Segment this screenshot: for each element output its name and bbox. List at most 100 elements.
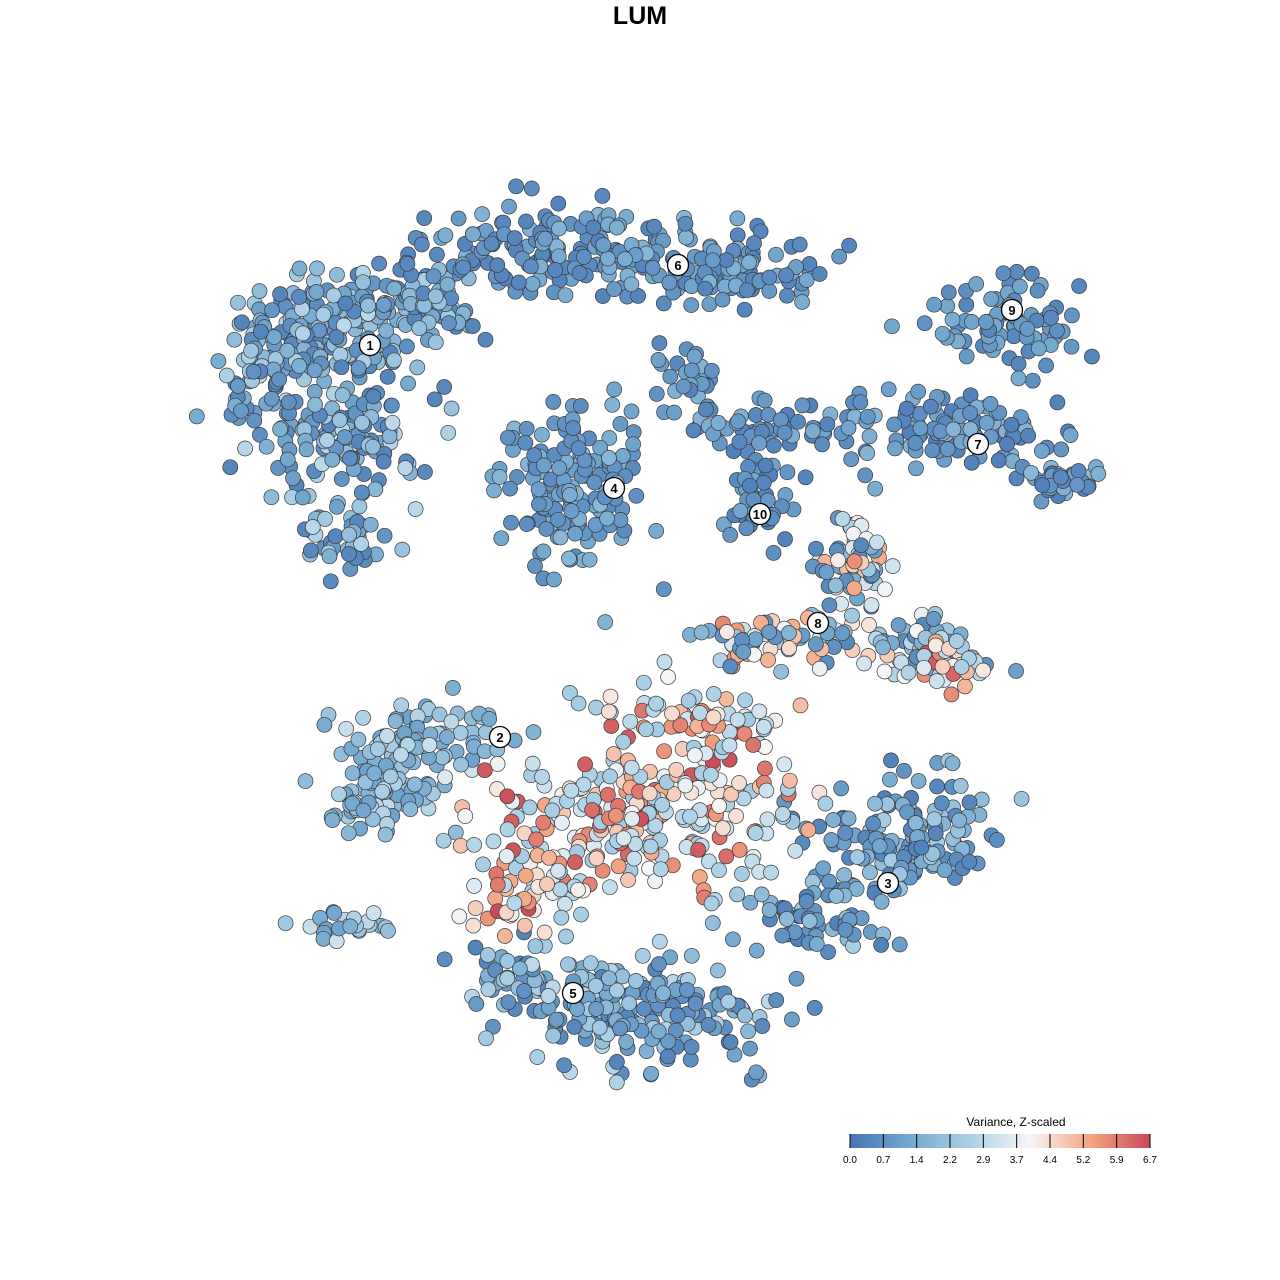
data-point bbox=[437, 227, 454, 244]
data-point bbox=[481, 711, 498, 727]
data-point bbox=[792, 697, 809, 714]
data-point bbox=[731, 775, 747, 791]
data-point bbox=[245, 363, 262, 380]
data-point bbox=[886, 416, 902, 433]
data-point bbox=[342, 918, 359, 935]
data-point bbox=[499, 788, 516, 805]
data-point bbox=[534, 769, 550, 785]
data-point bbox=[863, 597, 880, 613]
data-point bbox=[478, 1030, 494, 1047]
data-point bbox=[466, 836, 482, 853]
data-point bbox=[794, 397, 811, 414]
data-point bbox=[754, 1018, 771, 1034]
data-point bbox=[306, 362, 323, 379]
data-point bbox=[476, 762, 493, 779]
data-point bbox=[344, 795, 361, 812]
data-point bbox=[538, 521, 555, 537]
data-point bbox=[512, 960, 528, 977]
data-point bbox=[737, 1007, 753, 1024]
data-point bbox=[362, 516, 379, 533]
data-point bbox=[963, 314, 980, 330]
data-point bbox=[277, 915, 294, 932]
data-point bbox=[723, 786, 740, 803]
data-point bbox=[1003, 416, 1020, 433]
data-point bbox=[599, 510, 615, 527]
data-point bbox=[675, 378, 692, 395]
data-point bbox=[642, 838, 659, 855]
data-point bbox=[734, 866, 750, 882]
data-point bbox=[873, 893, 890, 910]
data-point bbox=[703, 895, 720, 912]
data-point bbox=[1049, 394, 1066, 411]
data-point bbox=[729, 711, 746, 728]
data-point bbox=[355, 802, 372, 819]
cluster-label: 4 bbox=[610, 481, 618, 496]
data-point bbox=[531, 496, 547, 513]
data-point bbox=[648, 523, 665, 539]
data-point bbox=[518, 213, 534, 230]
data-point bbox=[801, 913, 818, 929]
data-point bbox=[773, 663, 789, 680]
color-legend: 0.0 0.7 1.4 2.2 2.9 3.7 4.4 5.2 5.9 6.7 bbox=[843, 1134, 1157, 1166]
data-point bbox=[550, 511, 566, 528]
data-point bbox=[896, 763, 912, 779]
data-point bbox=[746, 235, 762, 252]
data-point bbox=[546, 571, 562, 588]
data-point bbox=[725, 931, 741, 948]
data-point bbox=[692, 705, 708, 721]
data-point bbox=[768, 992, 785, 1008]
data-point bbox=[545, 1027, 562, 1044]
data-point bbox=[493, 530, 510, 547]
data-point bbox=[794, 294, 810, 310]
data-point bbox=[480, 981, 497, 998]
data-point bbox=[334, 387, 351, 403]
data-point bbox=[506, 230, 523, 246]
data-point bbox=[279, 451, 296, 468]
data-point bbox=[406, 776, 423, 793]
data-point bbox=[365, 905, 382, 921]
data-point bbox=[1034, 443, 1050, 459]
data-point bbox=[1023, 464, 1039, 481]
data-point bbox=[350, 360, 367, 377]
data-point bbox=[615, 733, 632, 750]
data-point bbox=[700, 1017, 717, 1033]
data-point bbox=[570, 695, 587, 712]
data-point bbox=[601, 970, 617, 987]
data-point bbox=[962, 387, 979, 404]
data-point bbox=[609, 982, 625, 999]
data-point bbox=[697, 280, 713, 297]
data-point bbox=[371, 255, 387, 272]
data-point bbox=[264, 302, 280, 319]
data-point bbox=[1033, 493, 1050, 510]
data-point bbox=[524, 275, 541, 292]
data-point bbox=[757, 457, 774, 474]
data-point bbox=[528, 831, 545, 848]
data-point bbox=[599, 250, 616, 267]
data-point bbox=[951, 812, 968, 829]
data-point bbox=[353, 536, 369, 552]
data-point bbox=[407, 501, 424, 517]
data-point bbox=[1013, 790, 1030, 807]
data-point bbox=[939, 441, 956, 458]
data-point bbox=[377, 826, 394, 843]
data-point bbox=[728, 808, 744, 824]
data-point bbox=[295, 325, 311, 342]
data-point bbox=[958, 348, 975, 365]
data-point bbox=[638, 721, 654, 738]
data-point bbox=[647, 817, 664, 834]
data-point bbox=[445, 680, 461, 696]
data-point bbox=[379, 728, 395, 744]
data-point bbox=[686, 348, 703, 365]
data-point bbox=[736, 301, 753, 318]
data-point bbox=[325, 287, 342, 304]
cluster-label-marker bbox=[748, 502, 772, 526]
data-point bbox=[737, 692, 753, 709]
data-point bbox=[672, 717, 689, 733]
data-point bbox=[654, 796, 671, 813]
data-point bbox=[365, 388, 382, 405]
data-point bbox=[436, 379, 453, 395]
data-point bbox=[263, 390, 280, 407]
data-point bbox=[601, 430, 618, 446]
data-point bbox=[738, 520, 755, 537]
data-point bbox=[600, 786, 616, 803]
